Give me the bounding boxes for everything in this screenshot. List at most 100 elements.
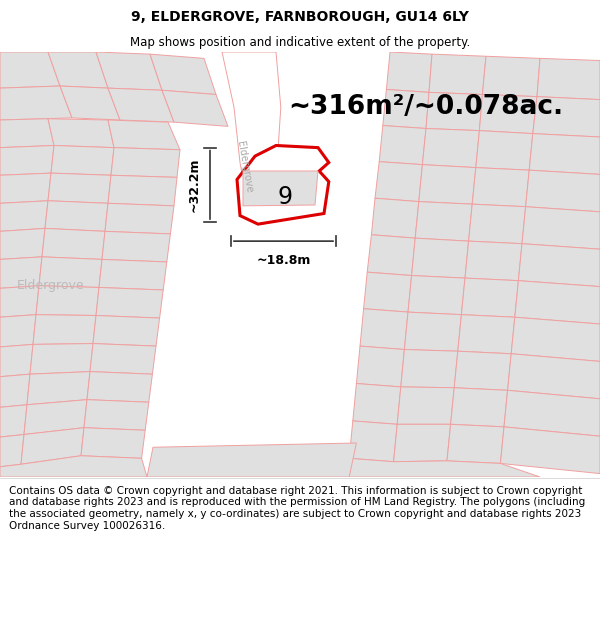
Polygon shape: [93, 316, 160, 346]
Polygon shape: [500, 427, 600, 474]
Polygon shape: [401, 349, 458, 388]
Polygon shape: [111, 148, 180, 178]
Polygon shape: [482, 56, 540, 97]
Polygon shape: [349, 458, 540, 477]
Text: ~316m²/~0.078ac.: ~316m²/~0.078ac.: [288, 94, 563, 120]
Polygon shape: [147, 443, 356, 477]
Polygon shape: [0, 374, 30, 408]
Polygon shape: [397, 387, 454, 424]
Polygon shape: [379, 126, 426, 164]
Polygon shape: [367, 235, 415, 276]
Text: Contains OS data © Crown copyright and database right 2021. This information is : Contains OS data © Crown copyright and d…: [9, 486, 585, 531]
Polygon shape: [24, 399, 87, 434]
Polygon shape: [472, 168, 529, 207]
Polygon shape: [522, 207, 600, 249]
Polygon shape: [476, 131, 533, 170]
Polygon shape: [508, 354, 600, 399]
Polygon shape: [394, 424, 451, 462]
Polygon shape: [84, 399, 149, 430]
Polygon shape: [0, 119, 54, 148]
Polygon shape: [0, 286, 39, 318]
Polygon shape: [81, 428, 145, 458]
Text: Eldergrove: Eldergrove: [235, 140, 254, 193]
Polygon shape: [353, 384, 401, 424]
Polygon shape: [356, 346, 404, 387]
Text: ~32.2m: ~32.2m: [188, 158, 201, 212]
Polygon shape: [243, 171, 318, 206]
Polygon shape: [0, 456, 147, 477]
Polygon shape: [458, 314, 515, 354]
Polygon shape: [0, 314, 36, 347]
Polygon shape: [426, 92, 482, 131]
Polygon shape: [105, 203, 174, 234]
Polygon shape: [415, 202, 472, 241]
Text: ~18.8m: ~18.8m: [256, 254, 311, 267]
Polygon shape: [48, 52, 108, 88]
Polygon shape: [383, 89, 429, 129]
Polygon shape: [386, 52, 432, 92]
Polygon shape: [454, 351, 511, 390]
Polygon shape: [526, 170, 600, 212]
Polygon shape: [36, 286, 99, 316]
Polygon shape: [511, 318, 600, 361]
Polygon shape: [87, 372, 152, 402]
Polygon shape: [27, 372, 90, 405]
Polygon shape: [537, 58, 600, 99]
Polygon shape: [533, 97, 600, 137]
Polygon shape: [222, 52, 281, 224]
Polygon shape: [0, 228, 45, 259]
Polygon shape: [404, 312, 461, 351]
Polygon shape: [422, 129, 479, 168]
Polygon shape: [45, 201, 108, 231]
Polygon shape: [447, 424, 504, 463]
Text: 9, ELDERGROVE, FARNBOROUGH, GU14 6LY: 9, ELDERGROVE, FARNBOROUGH, GU14 6LY: [131, 11, 469, 24]
Polygon shape: [515, 281, 600, 324]
Polygon shape: [48, 119, 114, 148]
Polygon shape: [162, 90, 228, 126]
Polygon shape: [469, 204, 526, 244]
Text: Eldergrove: Eldergrove: [17, 279, 85, 292]
Polygon shape: [412, 238, 469, 278]
Polygon shape: [33, 314, 96, 344]
Polygon shape: [0, 405, 27, 437]
Polygon shape: [461, 278, 518, 318]
Polygon shape: [108, 175, 177, 206]
Polygon shape: [90, 344, 156, 374]
Polygon shape: [108, 88, 174, 122]
Polygon shape: [465, 241, 522, 281]
Polygon shape: [96, 52, 162, 90]
Polygon shape: [0, 257, 42, 288]
Polygon shape: [0, 434, 24, 467]
Polygon shape: [51, 146, 114, 175]
Polygon shape: [364, 272, 412, 312]
Text: 9: 9: [277, 184, 293, 209]
Polygon shape: [429, 54, 486, 94]
Polygon shape: [0, 52, 60, 88]
Polygon shape: [0, 146, 54, 175]
Polygon shape: [96, 288, 163, 318]
Polygon shape: [518, 244, 600, 287]
Polygon shape: [0, 201, 48, 231]
Polygon shape: [0, 344, 33, 377]
Polygon shape: [42, 228, 105, 259]
Polygon shape: [360, 309, 408, 349]
Polygon shape: [237, 146, 329, 224]
Polygon shape: [349, 421, 397, 462]
Text: Map shows position and indicative extent of the property.: Map shows position and indicative extent…: [130, 36, 470, 49]
Polygon shape: [108, 120, 180, 150]
Polygon shape: [419, 164, 476, 204]
Polygon shape: [0, 173, 51, 203]
Polygon shape: [48, 173, 111, 203]
Polygon shape: [375, 162, 422, 202]
Polygon shape: [0, 86, 72, 120]
Polygon shape: [529, 134, 600, 174]
Polygon shape: [451, 388, 508, 427]
Polygon shape: [21, 428, 84, 464]
Polygon shape: [479, 94, 537, 134]
Polygon shape: [39, 257, 102, 288]
Polygon shape: [60, 86, 120, 120]
Polygon shape: [99, 259, 167, 290]
Polygon shape: [30, 344, 93, 374]
Polygon shape: [504, 390, 600, 436]
Polygon shape: [408, 276, 465, 314]
